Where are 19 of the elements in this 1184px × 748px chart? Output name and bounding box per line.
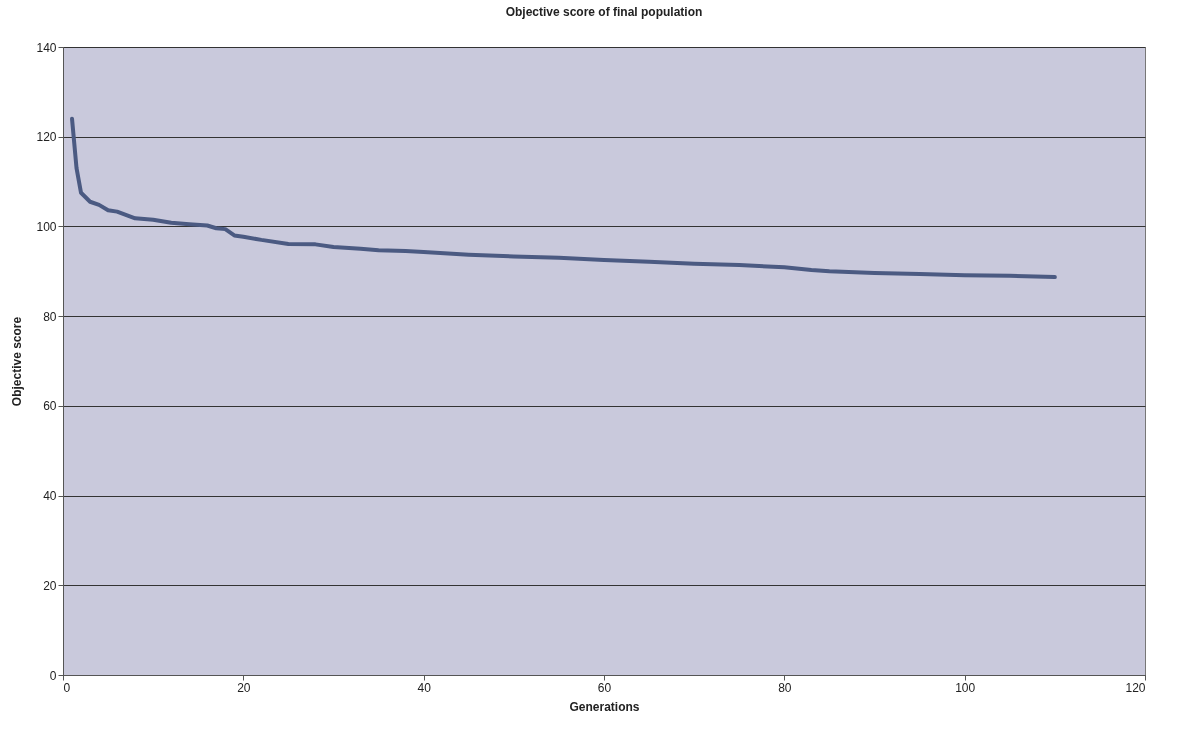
x-tick-label: 60: [597, 680, 612, 695]
y-tick-label: 20: [43, 578, 57, 593]
y-axis-title: Objective score: [10, 316, 25, 407]
y-tick-label: 140: [36, 40, 57, 55]
x-tick-label: 0: [63, 680, 71, 695]
y-tick-label: 100: [36, 219, 57, 234]
x-tick-label: 120: [1125, 680, 1146, 695]
x-tick-label: 20: [237, 680, 251, 695]
y-tick-label: 120: [36, 130, 57, 145]
y-tick-label: 80: [43, 309, 57, 324]
line-series: [70, 116, 1057, 280]
x-tick-label: 80: [778, 680, 792, 695]
y-tick-label: 60: [43, 399, 57, 414]
chart-title: Objective score of final population: [505, 5, 703, 19]
x-tick-label: 40: [417, 680, 432, 695]
x-axis-title: Generations: [569, 699, 640, 714]
y-tick-label: 0: [49, 668, 57, 683]
y-tick-label: 40: [43, 489, 57, 504]
x-tick-label: 100: [955, 680, 976, 695]
